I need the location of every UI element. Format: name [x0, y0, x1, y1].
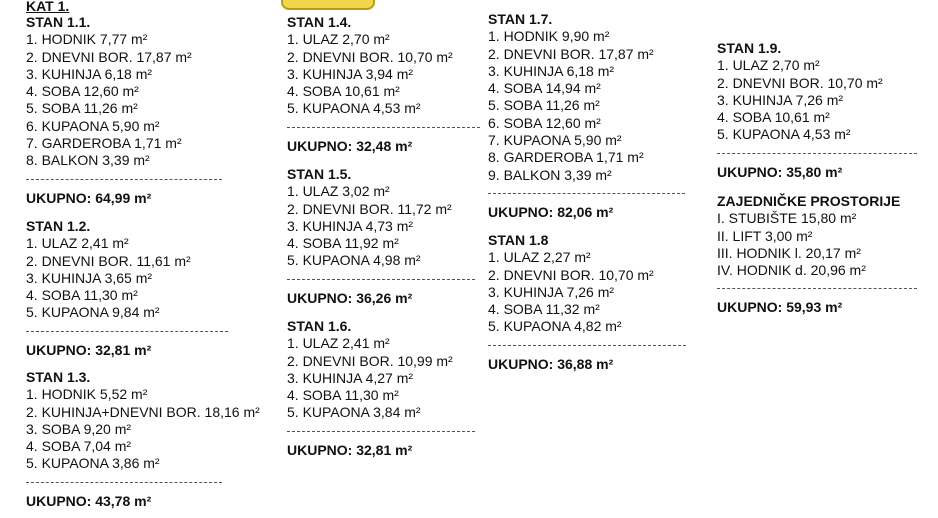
block-title: STAN 1.3.: [26, 369, 91, 385]
dotted-divider: [26, 178, 222, 180]
room-item: 3. SOBA 9,20 m²: [26, 420, 132, 437]
room-item: II. LIFT 3,00 m²: [717, 227, 813, 244]
block-title: ZAJEDNIČKE PROSTORIJE: [717, 193, 901, 209]
room-item: 6. KUPAONA 5,90 m²: [26, 117, 160, 134]
block-title: STAN 1.2.: [26, 218, 91, 234]
total-area: UKUPNO: 32,81 m²: [287, 441, 413, 458]
block-title: STAN 1.7.: [488, 11, 553, 27]
room-item: 4. SOBA 11,32 m²: [488, 301, 600, 318]
block-title: STAN 1.1.: [26, 14, 91, 30]
apartment-block: STAN 1.8 1. ULAZ 2,27 m² 2. DNEVNI BOR. 10…: [488, 232, 686, 373]
room-item: 5. KUPAONA 3,86 m²: [26, 455, 160, 472]
room-item: 8. GARDEROBA 1,71 m²: [488, 149, 644, 166]
room-item: 4. SOBA 11,30 m²: [26, 287, 138, 304]
room-item: 2. DNEVNI BOR. 11,61 m²: [26, 252, 191, 269]
room-item: 3. KUHINJA 4,27 m²: [287, 369, 414, 386]
room-item: 5. KUPAONA 4,82 m²: [488, 318, 622, 335]
room-item: 1. ULAZ 2,41 m²: [26, 235, 129, 252]
room-item: 8. BALKON 3,39 m²: [26, 152, 150, 169]
room-item: 2. DNEVNI BOR. 10,99 m²: [287, 352, 453, 369]
dotted-divider: [287, 430, 475, 432]
total-area: UKUPNO: 43,78 m²: [26, 492, 152, 509]
apartment-block: STAN 1.2. 1. ULAZ 2,41 m² 2. DNEVNI BOR. 1…: [26, 218, 228, 359]
total-area: UKUPNO: 36,88 m²: [488, 355, 614, 372]
total-area: UKUPNO: 32,48 m²: [287, 137, 413, 154]
dotted-divider: [488, 192, 685, 194]
room-item: 1. HODNIK 5,52 m²: [26, 386, 148, 403]
room-item: 4. SOBA 11,92 m²: [287, 235, 399, 252]
total-area: UKUPNO: 32,81 m²: [26, 341, 152, 358]
room-item: 3. KUHINJA 3,65 m²: [26, 269, 153, 286]
room-item: 2. DNEVNI BOR. 10,70 m²: [717, 74, 883, 91]
block-title: STAN 1.4.: [287, 14, 352, 30]
room-item: 7. GARDEROBA 1,71 m²: [26, 135, 182, 152]
room-item: 5. SOBA 11,26 m²: [488, 97, 600, 114]
room-item: 4. SOBA 12,60 m²: [26, 83, 139, 100]
apartment-block: STAN 1.4. 1. ULAZ 2,70 m² 2. DNEVNI BOR. 1…: [287, 14, 480, 155]
room-item: 1. ULAZ 2,27 m²: [488, 249, 591, 266]
block-title: STAN 1.8: [488, 232, 549, 248]
apartment-block: STAN 1.5. 1. ULAZ 3,02 m² 2. DNEVNI BOR. 1…: [287, 166, 475, 307]
room-item: 5. KUPAONA 4,53 m²: [717, 126, 851, 143]
room-item: 1. ULAZ 2,41 m²: [287, 335, 390, 352]
common-areas-block: ZAJEDNIČKE PROSTORIJE I. STUBIŠTE 15,80 m…: [717, 193, 917, 317]
room-item: III. HODNIK l. 20,17 m²: [717, 244, 861, 261]
apartment-block: STAN 1.9. 1. ULAZ 2,70 m² 2. DNEVNI BOR. 1…: [717, 40, 917, 181]
room-item: 2. KUHINJA+DNEVNI BOR. 18,16 m²: [26, 403, 260, 420]
room-item: 4. SOBA 10,61 m²: [717, 109, 830, 126]
room-item: 2. DNEVNI BOR. 11,72 m²: [287, 200, 452, 217]
dotted-divider: [717, 152, 917, 154]
apartment-block: STAN 1.3. 1. HODNIK 5,52 m² 2. KUHINJA+DNE…: [26, 369, 260, 510]
total-area: UKUPNO: 35,80 m²: [717, 163, 843, 180]
room-item: 5. KUPAONA 4,53 m²: [287, 100, 421, 117]
room-item: 4. SOBA 10,61 m²: [287, 83, 400, 100]
dotted-divider: [26, 330, 228, 332]
room-item: 3. KUHINJA 3,94 m²: [287, 65, 414, 82]
total-area: UKUPNO: 36,26 m²: [287, 289, 413, 306]
room-item: 1. ULAZ 3,02 m²: [287, 183, 390, 200]
total-area: UKUPNO: 82,06 m²: [488, 203, 614, 220]
room-item: 5. SOBA 11,26 m²: [26, 100, 138, 117]
room-item: 4. SOBA 14,94 m²: [488, 80, 601, 97]
dotted-divider: [287, 126, 480, 128]
room-item: 1. HODNIK 9,90 m²: [488, 28, 610, 45]
apartment-block: STAN 1.6. 1. ULAZ 2,41 m² 2. DNEVNI BOR. 1…: [287, 318, 475, 459]
apartment-block: STAN 1.7. 1. HODNIK 9,90 m² 2. DNEVNI BOR.…: [488, 11, 685, 221]
room-item: 3. KUHINJA 6,18 m²: [26, 65, 153, 82]
dotted-divider: [488, 344, 686, 346]
block-title: STAN 1.5.: [287, 166, 352, 182]
apartment-block: STAN 1.1. 1. HODNIK 7,77 m² 2. DNEVNI BOR.…: [26, 14, 222, 207]
room-item: 2. DNEVNI BOR. 17,87 m²: [26, 48, 192, 65]
dotted-divider: [26, 481, 222, 483]
dotted-divider: [717, 288, 917, 290]
room-item: 9. BALKON 3,39 m²: [488, 166, 612, 183]
dotted-divider: [287, 278, 475, 280]
room-item: 5. KUPAONA 9,84 m²: [26, 304, 160, 321]
room-item: 2. DNEVNI BOR. 10,70 m²: [287, 48, 453, 65]
room-item: 3. KUHINJA 7,26 m²: [488, 283, 615, 300]
room-item: 5. KUPAONA 3,84 m²: [287, 404, 421, 421]
room-item: 1. ULAZ 2,70 m²: [717, 57, 820, 74]
room-item: 1. ULAZ 2,70 m²: [287, 31, 390, 48]
room-item: 1. HODNIK 7,77 m²: [26, 31, 148, 48]
room-item: IV. HODNIK d. 20,96 m²: [717, 262, 866, 279]
room-item: 7. KUPAONA 5,90 m²: [488, 132, 622, 149]
room-item: I. STUBIŠTE 15,80 m²: [717, 210, 857, 227]
total-area: UKUPNO: 59,93 m²: [717, 299, 843, 316]
total-area: UKUPNO: 64,99 m²: [26, 189, 152, 206]
room-item: 4. SOBA 7,04 m²: [26, 438, 132, 455]
yellow-label-badge: [281, 0, 375, 10]
room-item: 2. DNEVNI BOR. 10,70 m²: [488, 266, 654, 283]
room-item: 2. DNEVNI BOR. 17,87 m²: [488, 45, 654, 62]
room-item: 5. KUPAONA 4,98 m²: [287, 252, 421, 269]
block-title: STAN 1.6.: [287, 318, 352, 334]
room-item: 3. KUHINJA 4,73 m²: [287, 217, 414, 234]
room-item: 3. KUHINJA 6,18 m²: [488, 62, 615, 79]
block-title: STAN 1.9.: [717, 40, 782, 56]
floor-heading: KAT 1.: [26, 0, 70, 14]
room-item: 3. KUHINJA 7,26 m²: [717, 91, 844, 108]
room-item: 4. SOBA 11,30 m²: [287, 387, 399, 404]
room-item: 6. SOBA 12,60 m²: [488, 114, 601, 131]
